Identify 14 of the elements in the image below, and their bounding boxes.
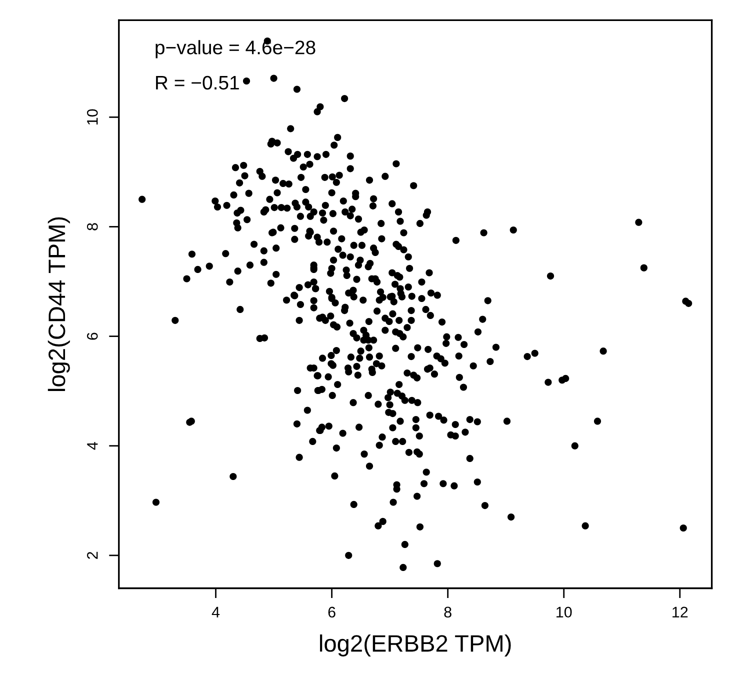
x-tick-label: 10: [556, 606, 572, 618]
y-tick-label: 6: [86, 332, 98, 340]
x-tick-label: 8: [444, 606, 452, 618]
x-axis-title: log2(ERBB2 TPM): [320, 634, 511, 656]
y-tick-label: 4: [87, 442, 98, 450]
y-tick-label: 8: [86, 223, 98, 230]
y-tick-label: 10: [86, 109, 98, 124]
y-tick-label: 2: [86, 552, 98, 559]
y-axis-title: log2(CD44 TPM): [48, 217, 70, 392]
x-tick-label: 12: [672, 606, 688, 618]
annotation: R = −0.51: [156, 76, 239, 90]
x-tick-label: 4: [212, 606, 220, 618]
annotation: p−value = 4.6e−28: [156, 40, 316, 58]
x-tick-label: 6: [328, 606, 336, 618]
